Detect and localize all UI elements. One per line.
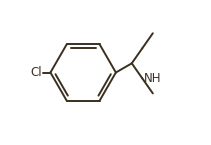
Text: Cl: Cl <box>31 66 42 79</box>
Text: NH: NH <box>143 71 161 85</box>
